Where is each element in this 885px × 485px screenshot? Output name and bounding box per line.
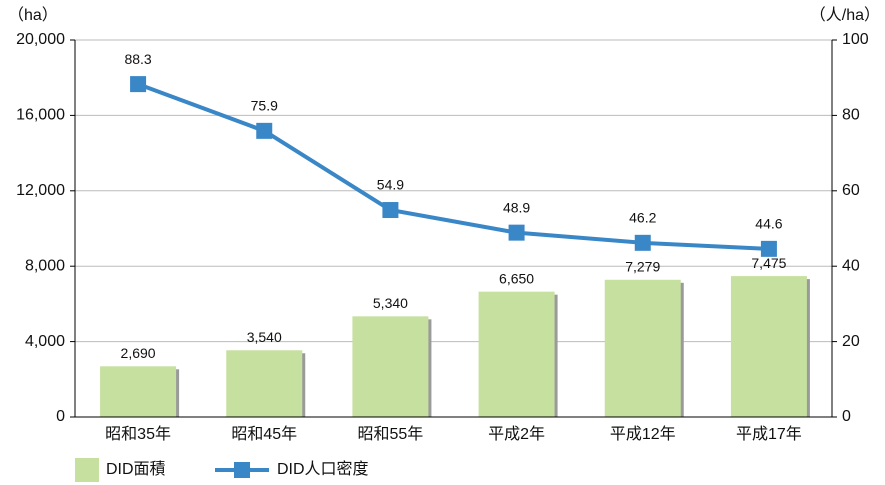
y2-tick-label: 0 <box>842 408 851 425</box>
bar <box>730 276 807 417</box>
bar-value-label: 2,690 <box>121 345 156 361</box>
y2-tick-label: 100 <box>842 31 869 48</box>
y-axis-label: （ha） <box>8 6 58 24</box>
bar-value-label: 6,650 <box>499 270 534 286</box>
bar-value-label: 7,475 <box>751 255 786 271</box>
bar-value-label: 5,340 <box>373 295 408 311</box>
line-marker <box>634 234 651 251</box>
y-tick-label: 4,000 <box>25 333 65 350</box>
x-tick-label: 平成2年 <box>488 425 545 443</box>
y-tick-label: 0 <box>56 408 65 425</box>
line-value-label: 75.9 <box>251 98 278 114</box>
legend-label: DID面積 <box>106 460 166 478</box>
bar-value-label: 3,540 <box>247 329 282 345</box>
line-value-label: 46.2 <box>629 210 656 226</box>
x-tick-label: 昭和45年 <box>231 425 297 443</box>
line-value-label: 48.9 <box>503 199 530 215</box>
line-value-label: 54.9 <box>377 177 404 193</box>
y-tick-label: 8,000 <box>25 257 65 274</box>
y2-axis-label: （人/ha） <box>810 6 880 24</box>
x-tick-label: 平成12年 <box>610 425 676 443</box>
bar <box>352 316 429 417</box>
line-marker <box>760 240 777 257</box>
x-tick-label: 昭和35年 <box>105 425 171 443</box>
line <box>137 82 770 251</box>
bar-value-label: 7,279 <box>625 258 660 274</box>
y-tick-label: 16,000 <box>16 107 65 124</box>
line-marker <box>508 224 525 241</box>
y2-tick-label: 60 <box>842 182 860 199</box>
line-marker <box>256 122 273 139</box>
y2-tick-label: 20 <box>842 333 860 350</box>
line-value-label: 88.3 <box>124 51 151 67</box>
bar <box>100 366 177 417</box>
line-value-label: 44.6 <box>755 216 782 232</box>
line-marker <box>382 202 399 219</box>
legend-swatch <box>75 458 99 482</box>
bar <box>604 279 681 417</box>
bar <box>226 350 303 417</box>
line-marker <box>130 76 147 93</box>
y2-tick-label: 40 <box>842 257 860 274</box>
x-tick-label: 平成17年 <box>736 425 802 443</box>
y2-tick-label: 80 <box>842 107 860 124</box>
y-tick-label: 20,000 <box>16 31 65 48</box>
x-tick-label: 昭和55年 <box>358 425 424 443</box>
legend-swatch-marker <box>234 462 250 478</box>
bar <box>478 291 555 417</box>
legend-label: DID人口密度 <box>277 460 369 478</box>
y-tick-label: 12,000 <box>16 182 65 199</box>
